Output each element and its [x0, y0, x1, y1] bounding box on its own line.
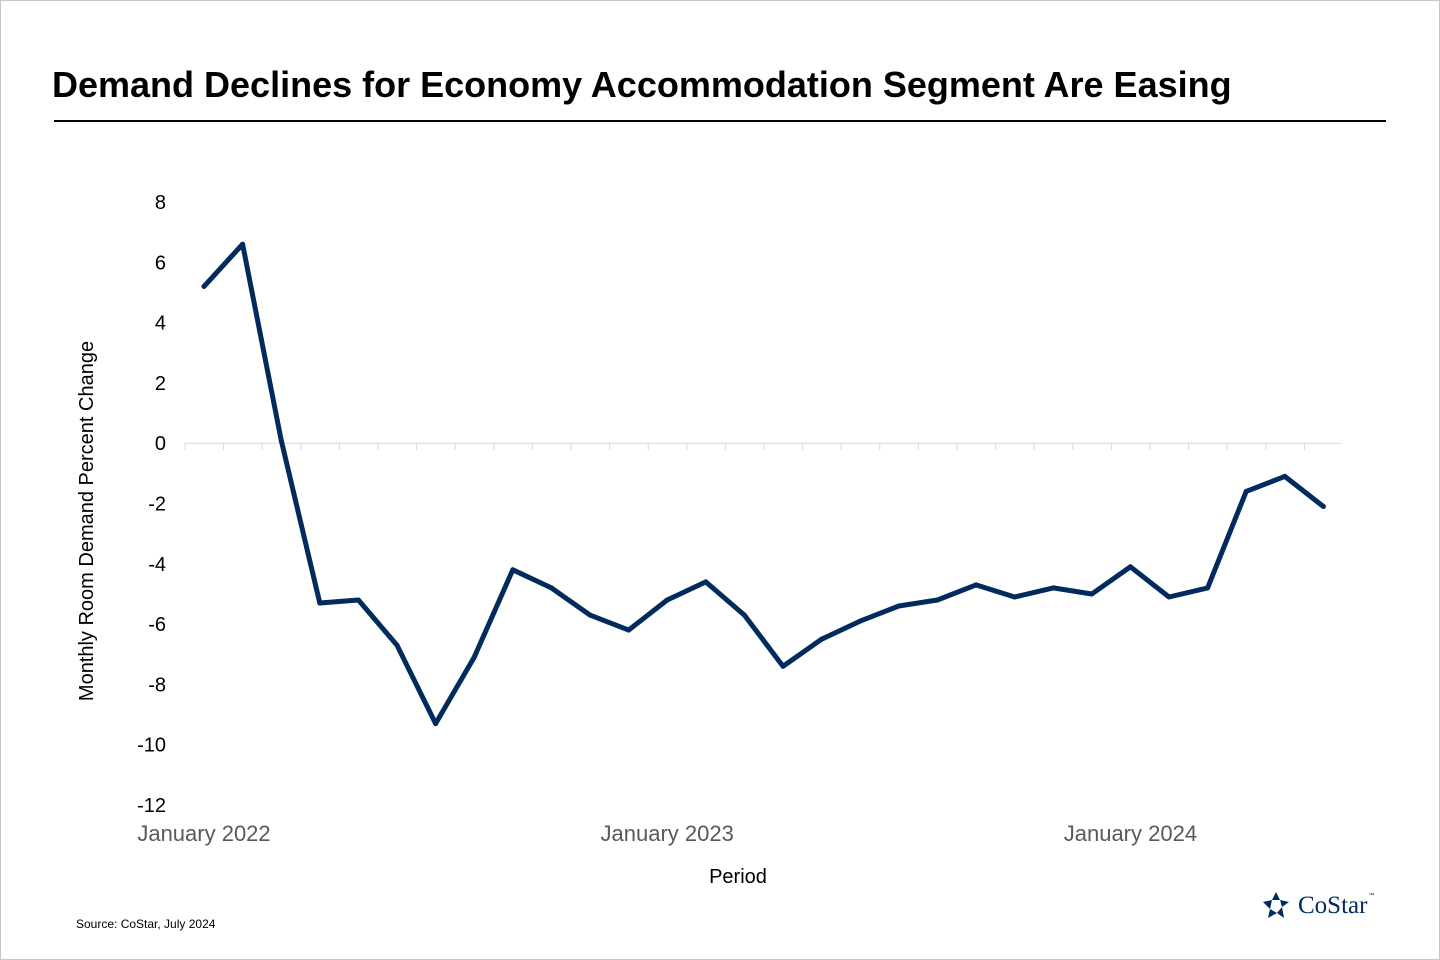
data-point [1320, 504, 1326, 509]
data-point [1166, 594, 1172, 600]
logo-trademark: ™ [1368, 893, 1375, 899]
y-axis-label: Monthly Room Demand Percent Change [76, 341, 98, 701]
data-point [1050, 585, 1056, 591]
data-point [240, 241, 246, 247]
y-tick-label: -6 [148, 614, 166, 636]
data-point [857, 618, 863, 624]
data-point [433, 721, 439, 727]
series-group [201, 241, 1326, 727]
data-point [1012, 594, 1018, 600]
y-tick-label: 4 [155, 313, 166, 335]
data-point [317, 600, 323, 606]
y-tick-label: 2 [155, 373, 166, 395]
data-point [973, 582, 979, 588]
y-axis-ticks: 8 6 4 2 0 -2 -4 -6 -8 -10 -12 [137, 192, 166, 817]
y-tick-label: -8 [148, 674, 166, 696]
x-tick-label: January 2023 [601, 821, 734, 846]
x-tick-label: January 2022 [137, 821, 270, 846]
data-point [1205, 585, 1211, 591]
data-point [896, 603, 902, 609]
y-tick-label: 8 [155, 192, 166, 214]
data-point [741, 612, 747, 618]
data-point [1243, 488, 1249, 494]
logo-text: CoStar [1298, 892, 1368, 919]
data-point [278, 437, 284, 443]
data-point [1089, 591, 1095, 597]
y-tick-label: -10 [137, 735, 166, 757]
data-point [934, 597, 940, 603]
y-tick-label: -2 [148, 494, 166, 516]
data-point [1282, 473, 1288, 479]
data-point [548, 585, 554, 591]
data-point [471, 654, 477, 660]
data-point [587, 612, 593, 618]
y-tick-label: -4 [148, 554, 166, 576]
data-point [626, 627, 632, 633]
data-point [201, 283, 207, 289]
y-tick-label: 6 [155, 252, 166, 274]
data-point [780, 663, 786, 669]
x-tick-label: January 2024 [1064, 821, 1197, 846]
data-point [510, 567, 516, 573]
costar-logo: CoStar ™ [1260, 890, 1374, 922]
x-axis-label: Period [709, 866, 767, 888]
chart-title: Demand Declines for Economy Accommodatio… [52, 64, 1232, 105]
title-divider [54, 120, 1386, 122]
data-point [394, 642, 400, 648]
data-point [664, 597, 670, 603]
costar-star-icon [1263, 892, 1289, 918]
data-point [819, 636, 825, 642]
x-axis-tick-labels: January 2022 January 2023 January 2024 [137, 821, 1197, 846]
data-point [703, 579, 709, 585]
series-line [201, 241, 1326, 727]
data-point [1127, 564, 1133, 570]
y-tick-label: -12 [137, 795, 166, 817]
y-tick-label: 0 [155, 433, 166, 455]
data-point [355, 597, 361, 603]
x-axis [184, 442, 1341, 451]
source-note: Source: CoStar, July 2024 [76, 917, 216, 931]
